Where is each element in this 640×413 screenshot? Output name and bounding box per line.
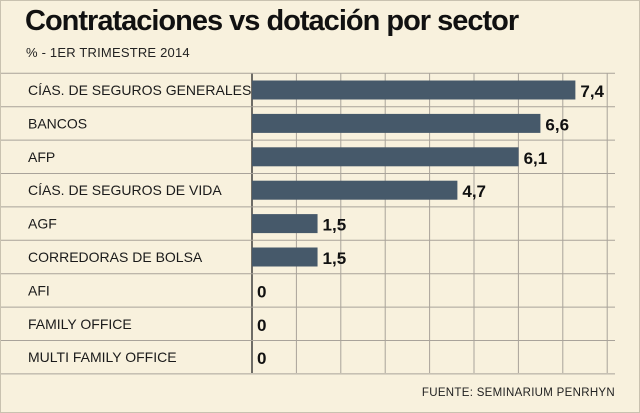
- value-label: 6,1: [524, 149, 548, 168]
- category-label: CORREDORAS DE BOLSA: [28, 249, 203, 265]
- chart-subtitle: % - 1ER TRIMESTRE 2014: [26, 45, 190, 60]
- bar: [252, 113, 541, 133]
- value-label: 0: [257, 316, 266, 335]
- value-label: 6,6: [545, 115, 569, 134]
- bars: [252, 80, 576, 267]
- bar: [252, 180, 458, 200]
- bar: [252, 80, 576, 100]
- category-label: CÍAS. DE SEGUROS GENERALES: [28, 82, 251, 98]
- bar: [252, 247, 318, 267]
- value-label: 0: [257, 282, 266, 301]
- category-label: BANCOS: [28, 115, 87, 131]
- value-label: 0: [257, 349, 266, 368]
- value-label: 1,5: [323, 249, 347, 268]
- bar: [252, 147, 519, 167]
- category-label: AGF: [28, 216, 57, 232]
- bar: [252, 214, 318, 234]
- category-label: AFI: [28, 282, 50, 298]
- value-label: 1,5: [323, 216, 347, 235]
- value-labels: 7,4 6,6 6,1 4,7 1,5 1,5 0 0 0: [257, 82, 605, 368]
- category-label: AFP: [28, 149, 55, 165]
- category-label: CÍAS. DE SEGUROS DE VIDA: [28, 182, 222, 198]
- category-label: FAMILY OFFICE: [28, 316, 132, 332]
- category-labels: CÍAS. DE SEGUROS GENERALES BANCOS AFP CÍAS.…: [28, 82, 251, 365]
- category-label: MULTI FAMILY OFFICE: [28, 349, 177, 365]
- value-label: 7,4: [580, 82, 604, 101]
- chart-source: FUENTE: SEMINARIUM PENRHYN: [421, 387, 615, 399]
- chart-title: Contrataciones vs dotación por sector: [25, 5, 519, 37]
- value-label: 4,7: [462, 182, 486, 201]
